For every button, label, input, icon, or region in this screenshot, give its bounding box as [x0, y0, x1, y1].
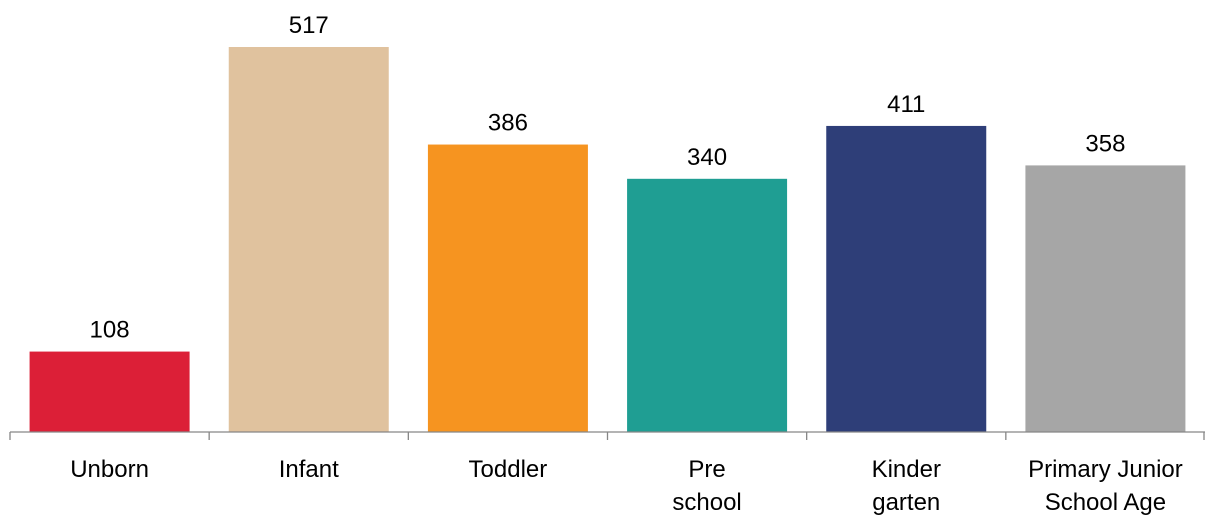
category-label-line: school: [672, 489, 741, 516]
bar: [228, 47, 389, 432]
category-label: Unborn: [70, 456, 149, 483]
category-label: Toddler: [469, 456, 548, 483]
category-label-line: Unborn: [70, 456, 149, 483]
category-label: Infant: [279, 456, 339, 483]
data-label: 358: [1085, 130, 1125, 157]
data-label: 386: [488, 110, 528, 137]
category-label-line: Primary Junior: [1028, 456, 1183, 483]
category-label-line: Toddler: [469, 456, 548, 483]
category-labels: Unborn Infant Toddler Pre school Kinder garten…: [70, 456, 1183, 516]
data-label: 411: [887, 91, 925, 118]
bar: [627, 178, 788, 432]
category-label-line: Kinder: [872, 456, 941, 483]
bar: [1025, 165, 1186, 433]
category-label: Pre school: [672, 456, 741, 516]
data-label: 108: [90, 317, 130, 344]
category-label-line: School Age: [1045, 489, 1166, 516]
category-label: Kinder garten: [872, 456, 941, 516]
category-label: Primary Junior School Age: [1028, 456, 1183, 516]
data-label: 340: [687, 144, 727, 171]
category-label-line: Infant: [279, 456, 339, 483]
bar: [29, 351, 190, 432]
bars-group: 108 517 386 340 411 358: [29, 12, 1186, 433]
data-label: 517: [289, 12, 329, 39]
category-label-line: garten: [872, 489, 940, 516]
x-axis: [9, 431, 1205, 440]
bar: [826, 125, 987, 433]
bar: [427, 144, 588, 432]
category-label-line: Pre: [688, 456, 725, 483]
